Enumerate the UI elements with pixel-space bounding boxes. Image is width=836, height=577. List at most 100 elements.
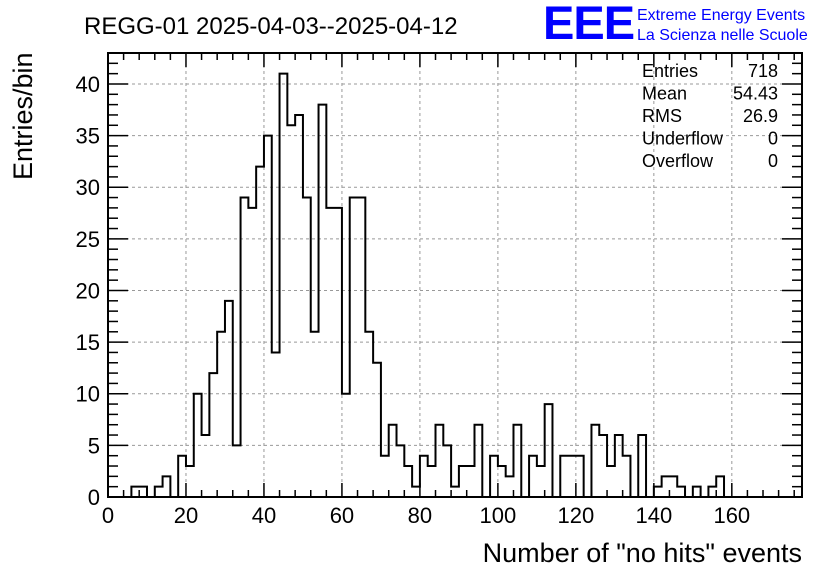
histogram-bin — [225, 301, 233, 497]
eee-logo-line2: La Scienza nelle Scuole — [637, 27, 808, 44]
x-tick-label: 0 — [102, 503, 114, 528]
histogram-bin — [708, 487, 716, 497]
grid-lines — [108, 53, 802, 497]
x-tick-label: 80 — [408, 503, 432, 528]
x-tick-label: 100 — [480, 503, 517, 528]
eee-logo-line1: Extreme Energy Events — [637, 7, 805, 24]
histogram-bars — [108, 72, 802, 498]
histogram-bin — [264, 136, 272, 497]
x-tick-label: 60 — [330, 503, 354, 528]
histogram-bin — [529, 456, 537, 497]
y-axis-label: Entries/bin — [8, 52, 38, 180]
x-tick-label: 20 — [174, 503, 198, 528]
histogram-bin — [319, 105, 327, 497]
histogram-bin — [404, 466, 412, 497]
histogram-bin — [654, 487, 662, 497]
y-tick-label: 40 — [76, 72, 100, 97]
histogram-bin — [638, 435, 646, 497]
histogram-bin — [467, 466, 475, 497]
histogram-bin — [669, 476, 677, 497]
histogram-bin — [358, 198, 366, 497]
histogram-bin — [537, 466, 545, 497]
tick-labels: 0 20 40 60 80 100 120 140 160 0 5 10 15 20 25 30 35 40 — [76, 72, 751, 528]
stats-value: 54.43 — [733, 84, 778, 104]
histogram-bin — [560, 456, 568, 497]
histogram-bin — [443, 445, 451, 497]
histogram-bin — [428, 466, 436, 497]
stats-value: 0 — [768, 151, 778, 171]
histogram-bin — [576, 456, 584, 497]
y-tick-label: 0 — [88, 485, 100, 510]
histogram-bin — [436, 425, 444, 497]
stats-value: 718 — [748, 61, 778, 81]
histogram-bin — [131, 487, 139, 497]
x-tick-label: 140 — [635, 503, 672, 528]
histogram-bin — [498, 466, 506, 497]
plot-frame — [107, 52, 803, 498]
histogram-bin — [280, 74, 288, 497]
histogram-bin — [365, 332, 373, 497]
histogram-bin — [412, 487, 420, 497]
axis-ticks — [107, 52, 802, 498]
y-tick-label: 10 — [76, 382, 100, 407]
histogram-bin — [373, 363, 381, 497]
histogram-bin — [662, 476, 670, 497]
chart-title: REGG-01 2025-04-03--2025-04-12 — [84, 13, 458, 40]
histogram-bin — [303, 198, 311, 497]
histogram-bin — [287, 125, 295, 497]
histogram-bin — [186, 466, 194, 497]
histogram-bin — [163, 476, 171, 497]
histogram-bin — [506, 476, 514, 497]
histogram-bin — [420, 456, 428, 497]
y-tick-label: 25 — [76, 227, 100, 252]
histogram-bin — [178, 456, 186, 497]
histogram-bin — [490, 456, 498, 497]
histogram-bin — [155, 487, 163, 497]
histogram-bin — [513, 425, 521, 497]
histogram-bin — [716, 476, 724, 497]
histogram-bin — [209, 373, 217, 497]
histogram-bin — [139, 487, 147, 497]
histogram-bin — [568, 456, 576, 497]
histogram-bin — [241, 198, 249, 497]
histogram-bin — [256, 167, 264, 497]
histogram-bin — [202, 435, 210, 497]
stats-value: 26.9 — [743, 106, 778, 126]
histogram-bin — [693, 487, 701, 497]
histogram-bin — [623, 456, 631, 497]
stats-label: RMS — [642, 106, 682, 126]
stats-label: Underflow — [642, 129, 724, 149]
histogram-bin — [381, 456, 389, 497]
x-axis-label: Number of "no hits" events — [483, 538, 802, 568]
histogram-bin — [272, 352, 280, 497]
histogram-bin — [248, 208, 256, 497]
histogram-bin — [459, 466, 467, 497]
histogram-bin — [389, 425, 397, 497]
histogram-bin — [677, 487, 685, 497]
y-tick-label: 15 — [76, 330, 100, 355]
stats-value: 0 — [768, 129, 778, 149]
histogram-bin — [545, 404, 553, 497]
x-tick-label: 120 — [558, 503, 595, 528]
histogram-bin — [326, 208, 334, 497]
y-tick-label: 35 — [76, 124, 100, 149]
x-tick-label: 160 — [713, 503, 750, 528]
histogram-bin — [607, 466, 615, 497]
histogram-bin — [397, 445, 405, 497]
eee-logo: EEE Extreme Energy Events La Scienza nel… — [543, 0, 808, 49]
histogram-bin — [474, 425, 482, 497]
histogram-bin — [217, 332, 225, 497]
histogram-bin — [311, 332, 319, 497]
histogram-bin — [350, 198, 358, 497]
stats-label: Overflow — [642, 151, 714, 171]
histogram-bin — [599, 435, 607, 497]
y-tick-label: 20 — [76, 278, 100, 303]
histogram-bin — [591, 425, 599, 497]
y-tick-label: 30 — [76, 175, 100, 200]
histogram-bin — [233, 445, 241, 497]
stats-label: Mean — [642, 84, 687, 104]
y-tick-label: 5 — [88, 433, 100, 458]
histogram-bin — [295, 115, 303, 497]
stats-box: Entries 718 Mean 54.43 RMS 26.9 Underflow 0 Over… — [642, 61, 778, 171]
histogram-bin — [451, 487, 459, 497]
